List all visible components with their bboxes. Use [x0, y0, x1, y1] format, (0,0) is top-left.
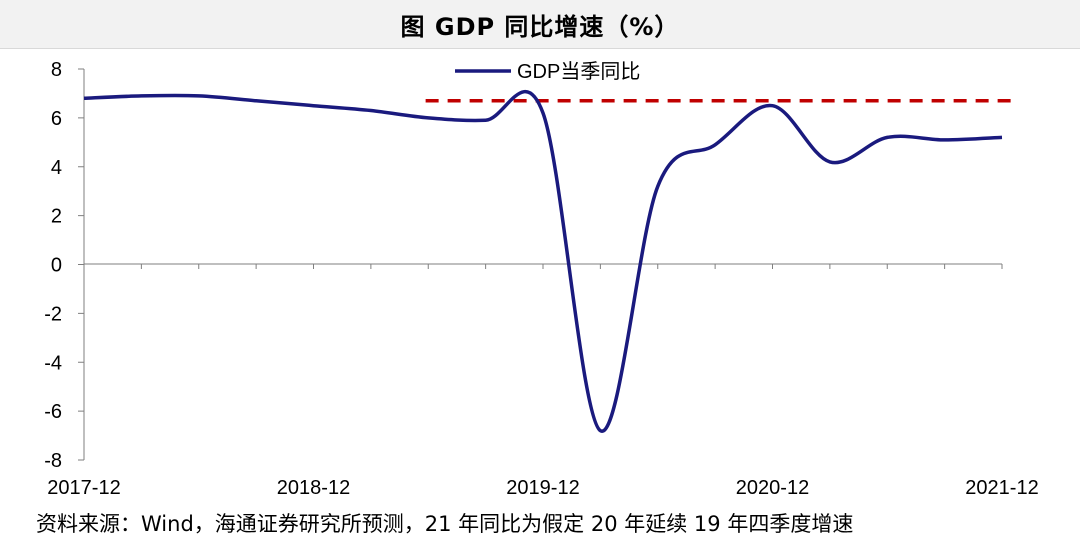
- x-tick-label: 2021-12: [965, 477, 1038, 499]
- x-tick-label: 2020-12: [736, 477, 809, 499]
- y-tick-label: 8: [51, 59, 62, 81]
- source-note: 资料来源：Wind，海通证券研究所预测，21 年同比为假定 20 年延续 19 …: [36, 512, 854, 536]
- x-tick-label: 2017-12: [47, 477, 120, 499]
- y-tick-label: -8: [44, 450, 62, 472]
- chart-title: 图 GDP 同比增速（%）: [0, 0, 1080, 49]
- y-tick-label: -6: [44, 401, 62, 423]
- x-tick-label: 2018-12: [277, 477, 350, 499]
- y-tick-label: 0: [51, 255, 62, 277]
- series-line: [83, 89, 1003, 433]
- y-tick-label: 2: [51, 206, 62, 228]
- legend-label: GDP当季同比: [517, 60, 640, 83]
- y-tick-label: -2: [44, 303, 62, 325]
- x-tick-label: 2019-12: [506, 477, 579, 499]
- y-tick-label: 4: [51, 157, 62, 179]
- y-tick-label: -4: [44, 352, 62, 374]
- y-tick-label: 6: [51, 108, 62, 130]
